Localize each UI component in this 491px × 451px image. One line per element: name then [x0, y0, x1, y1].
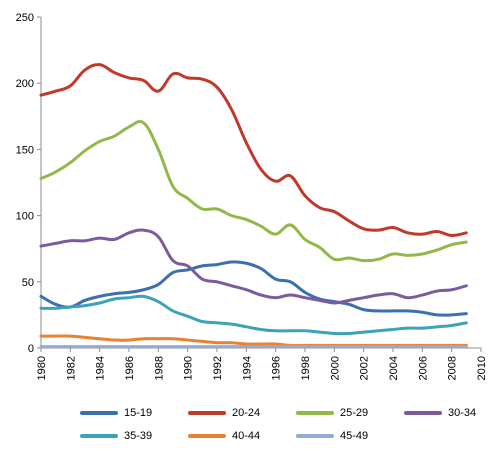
series-line-30-34: [39, 228, 468, 305]
x-tick-label: 1982: [65, 356, 77, 380]
x-tick-label: 1996: [271, 356, 283, 380]
x-tick-label: 1986: [124, 356, 136, 380]
legend-label: 15-19: [124, 407, 153, 419]
legend-label: 25-29: [340, 407, 369, 419]
x-tick-label: 1998: [300, 356, 312, 380]
x-tick-label: 1990: [183, 356, 195, 380]
series-line-15-19: [39, 260, 468, 317]
legend-label: 20-24: [232, 407, 261, 419]
x-tick-label: 1988: [153, 356, 165, 380]
y-tick-label: 100: [16, 211, 34, 223]
legend-swatch: [80, 411, 118, 415]
x-tick-label: 2004: [388, 356, 400, 380]
x-axis: 1980 1982 1984 1986 1988 1990 1992 1994 1996 1998…: [36, 347, 488, 380]
legend-swatch: [296, 434, 334, 438]
y-tick-label: 0: [28, 343, 34, 355]
legend-item-25-29: 25-29: [296, 407, 368, 419]
legend-swatch: [404, 411, 442, 415]
series-lines: [39, 63, 468, 349]
x-tick-label: 2010: [476, 356, 488, 380]
series-line-35-39: [39, 294, 468, 336]
legend-swatch: [80, 434, 118, 438]
legend-label: 35-39: [124, 430, 153, 442]
x-tick-label: 2002: [359, 356, 371, 380]
series-line-40-44: [39, 334, 468, 347]
x-tick-label: 1980: [36, 356, 48, 380]
line-chart: 0 50 100 150 200 250 1980 1982 1984 1986 1988 1990…: [16, 12, 488, 380]
legend-label: 30-34: [448, 407, 477, 419]
legend-swatch: [188, 411, 226, 415]
x-tick-label: 1984: [95, 356, 107, 380]
legend-item-20-24: 20-24: [188, 407, 260, 419]
x-tick-label: 1994: [241, 356, 253, 380]
legend-item-35-39: 35-39: [80, 430, 152, 442]
y-tick-label: 150: [16, 144, 34, 156]
legend-label: 40-44: [232, 430, 261, 442]
y-tick-label: 200: [16, 78, 34, 90]
legend-label: 45-49: [340, 430, 369, 442]
legend-item-15-19: 15-19: [80, 407, 152, 419]
legend-swatch: [296, 411, 334, 415]
series-line-25-29: [39, 120, 468, 263]
legend-item-40-44: 40-44: [188, 430, 260, 442]
x-tick-label: 2006: [417, 356, 429, 380]
legend-item-45-49: 45-49: [296, 430, 368, 442]
x-tick-label: 1992: [212, 356, 224, 380]
legend-item-30-34: 30-34: [404, 407, 476, 419]
chart-legend: 15-19 20-24 25-29 30-34 35-39 40-44 45-49: [0, 405, 491, 451]
series-line-20-24: [39, 63, 468, 237]
x-tick-label: 2000: [329, 356, 341, 380]
y-tick-label: 50: [22, 277, 34, 289]
y-axis: 0 50 100 150 200 250: [16, 12, 42, 355]
y-tick-label: 250: [16, 12, 34, 24]
x-tick-label: 2008: [447, 356, 459, 380]
legend-swatch: [188, 434, 226, 438]
